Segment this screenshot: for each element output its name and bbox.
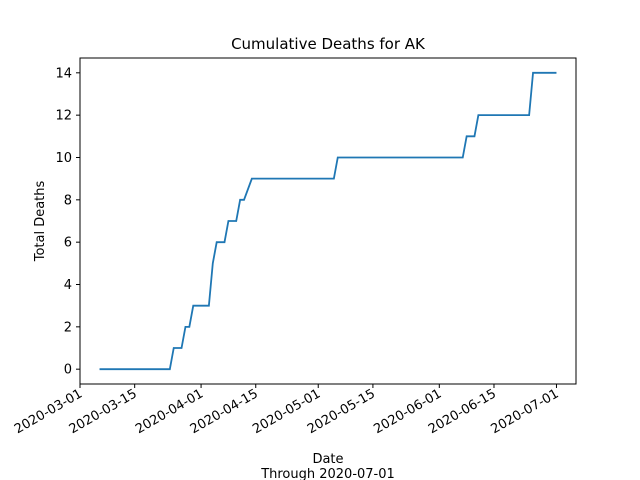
y-tick-label: 10 (55, 151, 72, 166)
y-tick-label: 4 (64, 278, 72, 293)
y-tick-label: 14 (55, 66, 72, 81)
plot-area-frame (79, 57, 577, 385)
y-tick-label: 12 (55, 109, 72, 124)
y-axis-label: Total Deaths (33, 180, 48, 262)
series-line-total-deaths (99, 71, 557, 371)
y-tick-label: 0 (64, 363, 72, 378)
x-axis-sublabel: Through 2020-07-01 (260, 467, 395, 480)
x-axis: 2020-03-012020-03-152020-04-012020-04-15… (12, 384, 561, 437)
chart-title: Cumulative Deaths for AK (231, 35, 426, 53)
y-axis: 0 2 4 6 8 10 12 14 (55, 66, 80, 378)
x-axis-label: Date (312, 452, 343, 467)
y-tick-label: 6 (64, 236, 72, 251)
x-tick-label: 2020-07-01 (489, 386, 562, 437)
y-tick-label: 8 (64, 193, 72, 208)
y-tick-label: 2 (64, 320, 72, 335)
